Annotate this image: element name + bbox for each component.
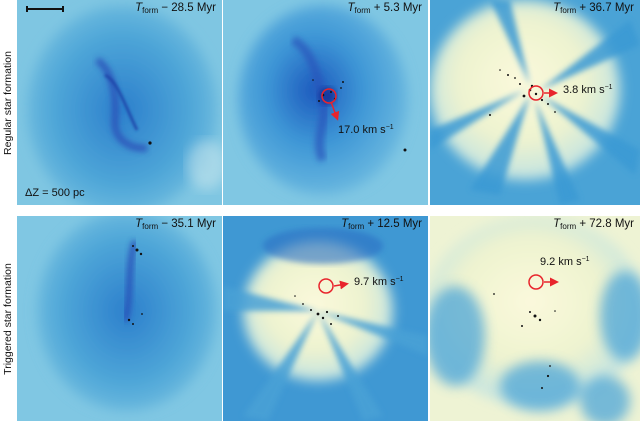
tracked-particle-marker (318, 278, 334, 294)
gas-density-map (17, 216, 222, 421)
panel-regular-after-36: Tform + 36.7 Myr 3.8 km s−1 (430, 0, 640, 205)
scale-bar (26, 6, 64, 12)
velocity-label: 9.7 km s−1 (354, 276, 404, 288)
row-label-text: Triggered star formation (2, 262, 14, 375)
velocity-label: 3.8 km s−1 (563, 84, 613, 96)
panel-triggered-after-72: Tform + 72.8 Myr 9.2 km s−1 (430, 216, 640, 421)
row-label-triggered: Triggered star formation (0, 216, 16, 421)
panel-time-label: Tform − 28.5 Myr (135, 2, 216, 15)
panel-time-label: Tform + 36.7 Myr (553, 2, 634, 15)
gas-density-map (17, 0, 222, 205)
tracked-particle-marker (528, 274, 544, 290)
panel-regular-before: Tform − 28.5 Myr ΔZ = 500 pc (17, 0, 222, 205)
panel-time-label: Tform + 12.5 Myr (341, 218, 422, 231)
tracked-particle-marker (528, 85, 544, 101)
panel-time-label: Tform − 35.1 Myr (135, 218, 216, 231)
velocity-label: 17.0 km s−1 (338, 124, 394, 136)
panel-triggered-before: Tform − 35.1 Myr (17, 216, 222, 421)
panel-regular-after-5: Tform + 5.3 Myr 17.0 km s−1 (223, 0, 428, 205)
gas-density-map (223, 0, 428, 205)
row-label-regular: Regular star formation (0, 0, 16, 205)
velocity-arrow (330, 101, 340, 121)
velocity-label: 9.2 km s−1 (540, 256, 590, 268)
panel-time-label: Tform + 72.8 Myr (553, 218, 634, 231)
velocity-arrow (333, 280, 349, 290)
gas-density-map (223, 216, 428, 421)
panel-time-label: Tform + 5.3 Myr (347, 2, 423, 15)
depth-scale-label: ΔZ = 500 pc (25, 187, 85, 199)
panel-triggered-after-12: Tform + 12.5 Myr 9.7 km s−1 (223, 216, 428, 421)
tracked-particle-marker (321, 88, 337, 104)
gas-density-map (430, 0, 640, 205)
gas-density-map (430, 216, 640, 421)
row-label-text: Regular star formation (2, 50, 15, 155)
